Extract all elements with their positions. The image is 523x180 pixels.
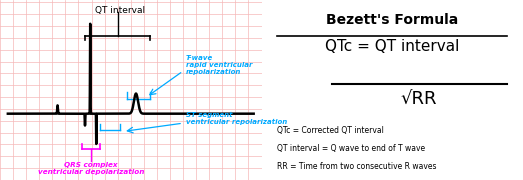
- Text: Bezett's Formula: Bezett's Formula: [326, 13, 458, 27]
- Text: QTc = Corrected QT interval: QTc = Corrected QT interval: [277, 126, 384, 135]
- Text: T-wave
rapid ventricular
repolarization: T-wave rapid ventricular repolarization: [186, 55, 252, 75]
- Text: QT interval: QT interval: [95, 6, 145, 15]
- Text: QTc = QT interval: QTc = QT interval: [325, 39, 459, 54]
- Text: √RR: √RR: [400, 90, 437, 108]
- Text: ST segment
ventricular repolarization: ST segment ventricular repolarization: [186, 112, 287, 125]
- Text: RR = Time from two consecutive R waves: RR = Time from two consecutive R waves: [277, 162, 437, 171]
- Text: QRS complex
ventricular depolarization: QRS complex ventricular depolarization: [38, 162, 144, 175]
- Text: QT interval = Q wave to end of T wave: QT interval = Q wave to end of T wave: [277, 144, 425, 153]
